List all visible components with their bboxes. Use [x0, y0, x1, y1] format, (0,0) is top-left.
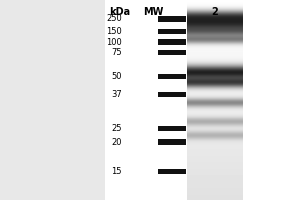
Bar: [158, 92, 186, 97]
Bar: [158, 39, 186, 45]
Text: 25: 25: [112, 124, 122, 133]
Text: 50: 50: [112, 72, 122, 81]
Bar: [158, 16, 186, 22]
Bar: [158, 126, 186, 131]
Text: 250: 250: [106, 14, 122, 23]
Text: 20: 20: [112, 138, 122, 147]
Text: 37: 37: [111, 90, 122, 99]
Bar: [158, 50, 186, 55]
Text: 150: 150: [106, 27, 122, 36]
Text: MW: MW: [143, 7, 163, 17]
Bar: [158, 139, 186, 145]
Text: 100: 100: [106, 38, 122, 47]
Bar: [105, 0, 300, 200]
Text: 75: 75: [111, 48, 122, 57]
Bar: [158, 74, 186, 79]
Bar: [158, 169, 186, 174]
Text: kDa: kDa: [110, 7, 130, 17]
Bar: [158, 29, 186, 34]
Text: 15: 15: [112, 167, 122, 176]
Text: 2: 2: [212, 7, 218, 17]
